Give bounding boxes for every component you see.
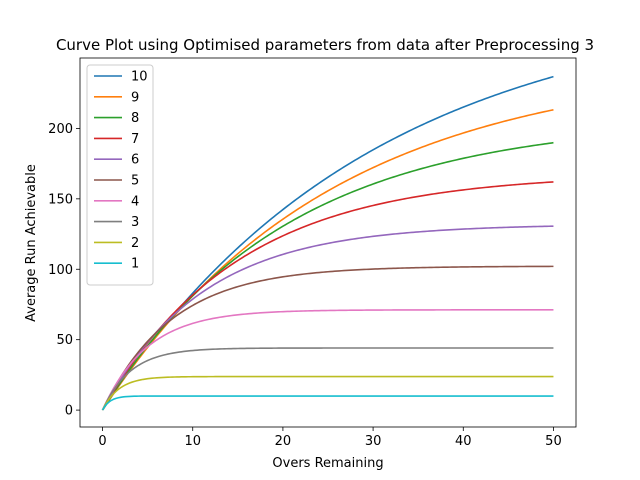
legend-label-3: 3 <box>131 215 139 230</box>
x-axis: 0 10 20 30 40 50 <box>98 427 562 449</box>
x-tick-label: 0 <box>98 434 106 449</box>
x-tick-label: 50 <box>545 434 562 449</box>
y-axis: 0 50 100 150 200 <box>48 122 80 419</box>
plot-frame <box>79 57 577 428</box>
legend-label-6: 6 <box>131 153 139 168</box>
chart-title: Curve Plot using Optimised parameters fr… <box>56 36 594 54</box>
x-tick-label: 10 <box>184 434 201 449</box>
series-line-4 <box>101 309 554 411</box>
y-tick-label: 150 <box>48 192 73 207</box>
x-tick-label: 20 <box>275 434 292 449</box>
series-line-5 <box>101 265 554 411</box>
series-line-9 <box>101 108 554 411</box>
legend-label-10: 10 <box>131 70 148 85</box>
legend-label-5: 5 <box>131 174 139 189</box>
series-line-7 <box>101 181 554 411</box>
plot-lines <box>101 75 554 411</box>
legend-label-4: 4 <box>131 194 139 209</box>
series-line-8 <box>101 141 554 411</box>
y-tick-label: 50 <box>56 333 73 348</box>
series-line-2 <box>101 375 554 411</box>
legend-label-1: 1 <box>131 257 139 272</box>
x-axis-label: Overs Remaining <box>272 456 383 471</box>
legend: 10 9 8 7 6 5 4 3 2 1 <box>86 64 154 286</box>
legend-label-9: 9 <box>131 90 139 105</box>
y-tick-label: 200 <box>48 122 73 137</box>
series-line-6 <box>101 225 554 411</box>
legend-label-7: 7 <box>131 132 139 147</box>
x-tick-label: 30 <box>365 434 382 449</box>
legend-label-2: 2 <box>131 236 139 251</box>
legend-label-8: 8 <box>131 111 139 126</box>
y-tick-label: 0 <box>65 404 73 419</box>
legend-box <box>86 64 154 286</box>
x-tick-label: 40 <box>455 434 472 449</box>
y-axis-label: Average Run Achievable <box>24 164 39 322</box>
series-line-1 <box>101 395 554 411</box>
series-line-3 <box>101 347 554 411</box>
y-tick-label: 100 <box>48 263 73 278</box>
